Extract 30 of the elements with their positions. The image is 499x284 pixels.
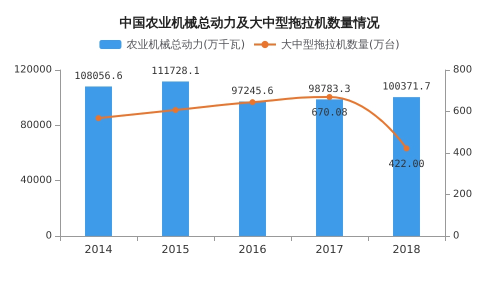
x-tick-label: 2018 bbox=[392, 243, 420, 256]
y-tick-label: 0 bbox=[46, 230, 52, 242]
point bbox=[404, 145, 410, 152]
point bbox=[250, 99, 256, 106]
y2-tick-label: 0 bbox=[453, 230, 460, 242]
x-tick-label: 2017 bbox=[316, 243, 344, 256]
bar bbox=[85, 86, 112, 236]
point bbox=[326, 94, 332, 100]
data-label: 100371.7 bbox=[382, 82, 431, 93]
data-label: 97245.6 bbox=[231, 86, 274, 97]
bar bbox=[239, 101, 266, 236]
bar bbox=[162, 81, 189, 236]
data-label: 98783.3 bbox=[308, 84, 351, 95]
y2-tick-label: 800 bbox=[453, 64, 472, 76]
y-tick-label: 40000 bbox=[20, 175, 52, 186]
legend-label: 大中型拖拉机数量(万台) bbox=[281, 38, 400, 51]
point bbox=[172, 107, 178, 114]
x-tick-label: 2015 bbox=[162, 243, 190, 256]
y2-tick-label: 600 bbox=[453, 106, 472, 117]
y-tick-label: 80000 bbox=[20, 120, 52, 131]
point bbox=[96, 115, 102, 122]
data-label: 111728.1 bbox=[151, 66, 200, 77]
x-tick-label: 2014 bbox=[84, 243, 112, 256]
data-label: 108056.6 bbox=[74, 71, 123, 82]
legend-label: 农业机械总动力(万千瓦) bbox=[126, 38, 246, 51]
chart-title: 中国农业机械总动力及大中型拖拉机数量情况 bbox=[120, 15, 380, 31]
y2-tick-label: 400 bbox=[453, 148, 472, 158]
y-tick-label: 120000 bbox=[14, 64, 52, 76]
y2-tick-label: 200 bbox=[453, 189, 472, 200]
x-tick-label: 2016 bbox=[238, 243, 266, 256]
